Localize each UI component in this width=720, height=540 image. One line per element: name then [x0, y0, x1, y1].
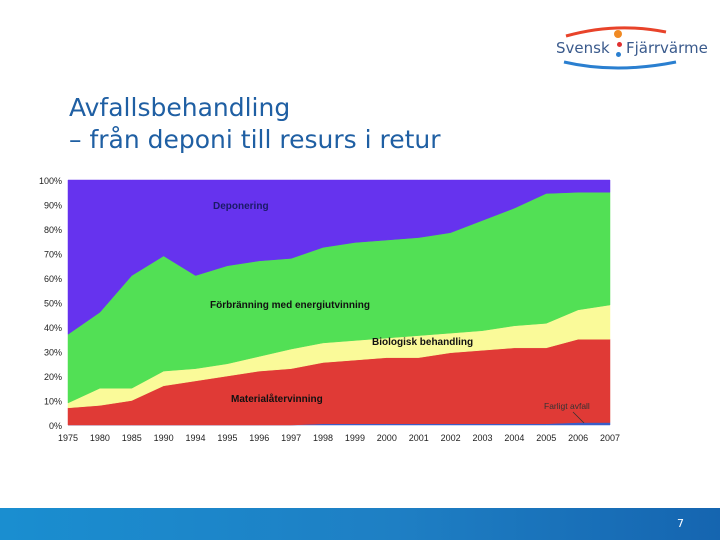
x-tick-label: 1995 — [217, 433, 237, 443]
logo-brand-text: Svensk — [556, 39, 610, 57]
x-tick-label: 1985 — [122, 433, 142, 443]
y-tick-label: 0% — [49, 421, 62, 431]
x-tick-label: 2005 — [536, 433, 556, 443]
area-deponering — [67, 179, 611, 335]
x-tick-label: 2004 — [504, 433, 524, 443]
logo-brand-text-2: Fjärrvärme — [626, 39, 708, 57]
y-tick-label: 40% — [44, 323, 62, 333]
y-tick-label: 70% — [44, 250, 62, 260]
y-tick-label: 90% — [44, 201, 62, 211]
x-tick-label: 1996 — [249, 433, 269, 443]
x-tick-label: 2006 — [568, 433, 588, 443]
x-tick-label: 2002 — [441, 433, 461, 443]
y-tick-label: 80% — [44, 225, 62, 235]
x-tick-label: 1999 — [345, 433, 365, 443]
x-tick-label: 1998 — [313, 433, 333, 443]
logo-dot-blue — [616, 52, 621, 57]
title-line-2: – från deponi till resurs i retur — [69, 125, 441, 154]
label-leader-line — [572, 411, 585, 424]
series-label: Biologisk behandling — [372, 337, 473, 348]
series-label: Deponering — [213, 201, 269, 212]
footer-bar: 7 — [0, 508, 720, 540]
x-tick-label: 1994 — [186, 433, 206, 443]
chart-svg: 0% 10% 20% 30% 40% 50% 60% 70% 80% 90% 100% 1975 198… — [39, 176, 620, 443]
x-tick-label: 2000 — [377, 433, 397, 443]
page-title: Avfallsbehandling – från deponi till res… — [69, 92, 441, 156]
x-tick-label: 2003 — [472, 433, 492, 443]
logo-swoosh-icon — [563, 26, 677, 70]
x-tick-label: 1990 — [154, 433, 174, 443]
y-tick-label: 20% — [44, 372, 62, 382]
y-tick-label: 10% — [44, 397, 62, 407]
logo-dot-orange — [614, 30, 622, 38]
x-tick-label: 2001 — [409, 433, 429, 443]
logo: Svensk Fjärrvärme — [556, 26, 708, 74]
x-tick-label: 2007 — [600, 433, 620, 443]
y-tick-label: 50% — [44, 299, 62, 309]
logo-dot-red — [617, 42, 622, 47]
x-tick-label: 1975 — [58, 433, 78, 443]
series-label: Materialåtervinning — [231, 393, 323, 405]
stacked-area-chart: 0% 10% 20% 30% 40% 50% 60% 70% 80% 90% 100% 1975 198… — [28, 172, 634, 446]
page-number: 7 — [677, 517, 684, 530]
title-line-1: Avfallsbehandling — [69, 93, 291, 122]
x-tick-label: 1997 — [281, 433, 301, 443]
y-tick-label: 30% — [44, 348, 62, 358]
series-label: Farligt avfall — [544, 401, 590, 411]
y-tick-label: 100% — [39, 176, 62, 186]
x-tick-label: 1980 — [90, 433, 110, 443]
y-tick-label: 60% — [44, 274, 62, 284]
series-label: Förbränning med energiutvinning — [210, 300, 370, 311]
